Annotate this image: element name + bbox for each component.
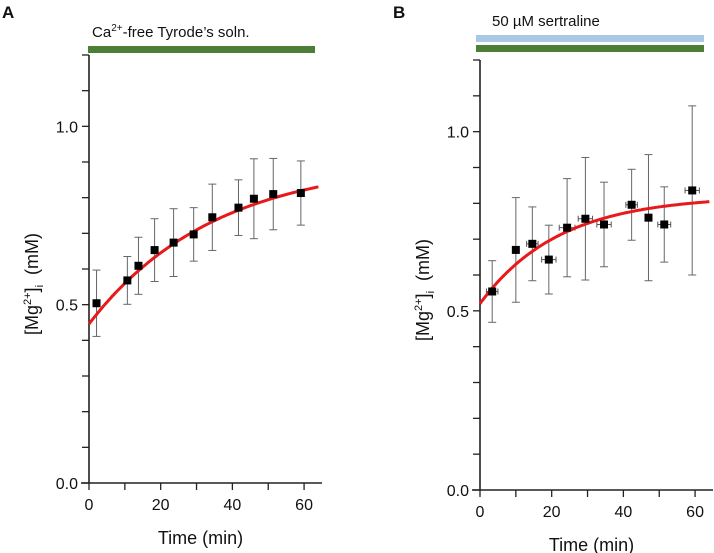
data-point	[92, 299, 101, 308]
data-point	[688, 186, 697, 195]
x-tick-label: 20	[152, 497, 170, 514]
x-tick-label: 20	[543, 504, 561, 521]
data-point	[660, 220, 669, 229]
data-point	[563, 223, 572, 232]
data-point	[249, 194, 258, 203]
y-tick-label: 1.0	[447, 125, 469, 142]
x-tick-label: 0	[85, 497, 94, 514]
fit-curve	[87, 185, 319, 325]
data-point	[234, 203, 243, 212]
data-point	[581, 214, 590, 223]
y-tick-label: 0.0	[447, 483, 469, 500]
data-point	[123, 276, 132, 285]
panel-a: A Ca2+-free Tyrode’s soln. 0.0 0.5 1.0 0 20 40 6…	[2, 3, 322, 548]
panel-b: B 50 µM sertraline 0.0 0.5 1.0 0 20 40 60 Time (m…	[393, 3, 713, 553]
x-tick-label: 40	[223, 497, 241, 514]
panel-label: A	[2, 3, 14, 22]
data-point	[134, 261, 143, 270]
data-point	[189, 230, 198, 239]
data-point	[544, 255, 553, 264]
data-point	[511, 245, 520, 254]
data-point	[169, 238, 178, 247]
data-point	[150, 246, 159, 255]
panel-label: B	[393, 3, 405, 22]
x-axis-label: Time (min)	[549, 535, 634, 553]
y-tick-label: 0.0	[56, 476, 78, 493]
condition-label: 50 µM sertraline	[492, 13, 600, 30]
x-tick-label: 40	[614, 504, 632, 521]
data-point	[644, 213, 653, 222]
data-point	[208, 213, 217, 222]
condition-bar	[476, 45, 704, 52]
x-tick-label: 0	[476, 504, 485, 521]
x-tick-label: 60	[686, 504, 704, 521]
data-point	[528, 239, 537, 248]
data-point	[296, 189, 305, 198]
data-point	[269, 190, 278, 199]
y-tick-label: 0.5	[447, 304, 469, 321]
condition-label: Ca2+-free Tyrode’s soln.	[92, 23, 250, 41]
condition-bar	[476, 35, 704, 42]
data-point	[627, 200, 636, 209]
y-tick-label: 0.5	[56, 298, 78, 315]
fit-curve	[478, 200, 710, 305]
y-axis-label: [Mg2+]i (mM)	[413, 239, 437, 341]
x-axis-label: Time (min)	[158, 528, 243, 548]
data-point	[600, 220, 609, 229]
x-tick-label: 60	[295, 497, 313, 514]
y-tick-label: 1.0	[56, 119, 78, 136]
condition-bar	[88, 46, 315, 53]
y-axis-label: [Mg2+]i (mM)	[22, 233, 46, 335]
data-point	[488, 287, 497, 296]
